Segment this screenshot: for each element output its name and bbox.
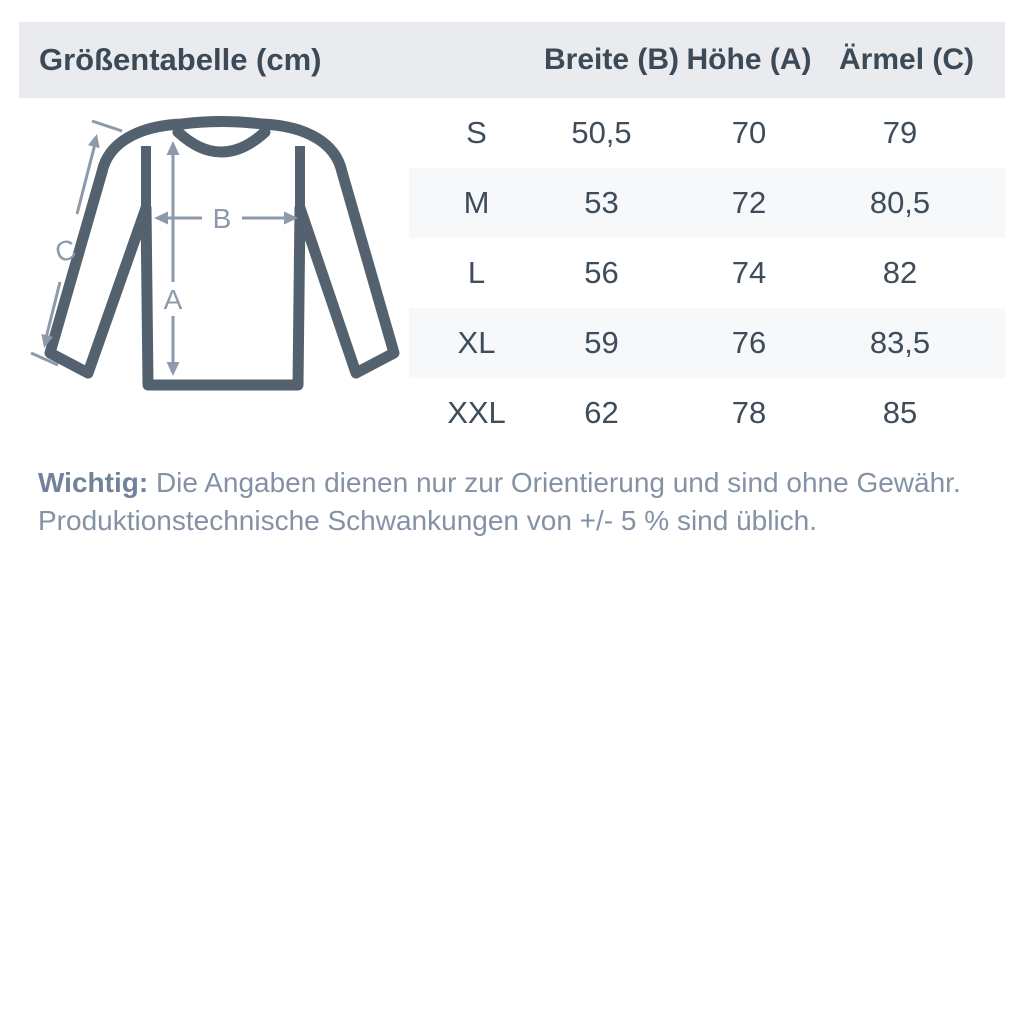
size-label: S (466, 115, 487, 150)
page-title: Größentabelle (cm) (39, 42, 322, 77)
aermel-value: 83,5 (839, 308, 1005, 378)
diagram-spacer-cell (19, 238, 409, 308)
breite-value: 50,5 (571, 115, 632, 150)
hoehe-value: 78 (731, 395, 767, 430)
column-header-breite: Breite (B) (544, 43, 680, 76)
disclaimer-note: Wichtig: Die Angaben dienen nur zur Orie… (38, 464, 1005, 540)
breite-value: 53 (544, 168, 659, 238)
aermel-value: 82 (882, 255, 918, 290)
breite-value: 59 (544, 308, 659, 378)
table-row-xl: XL 59 76 83,5 (19, 308, 1005, 378)
hoehe-value: 72 (659, 168, 839, 238)
size-label: M (409, 168, 544, 238)
disclaimer-line1: Die Angaben dienen nur zur Orientierung … (155, 467, 961, 498)
diagram-spacer-cell (19, 98, 409, 168)
hoehe-value: 70 (731, 115, 767, 150)
size-table-body: S 50,5 70 79 M 53 72 80,5 L 56 74 82 (19, 98, 1005, 448)
size-chart: Größentabelle (cm) Breite (B) Höhe (A) Ä… (19, 22, 1005, 540)
table-row-s: S 50,5 70 79 (19, 98, 1005, 168)
size-label: XL (409, 308, 544, 378)
table-row-m: M 53 72 80,5 (19, 168, 1005, 238)
size-chart-header: Größentabelle (cm) Breite (B) Höhe (A) Ä… (19, 22, 1005, 98)
aermel-value: 85 (882, 395, 918, 430)
disclaimer-label: Wichtig: (38, 467, 149, 498)
column-header-hoehe: Höhe (A) (686, 43, 812, 76)
size-label: L (467, 255, 486, 290)
breite-value: 56 (584, 255, 619, 290)
aermel-value: 80,5 (839, 168, 1005, 238)
table-row-xxl: XXL 62 78 85 (19, 378, 1005, 448)
aermel-value: 79 (882, 115, 918, 150)
disclaimer-line2: Produktionstechnische Schwankungen von +… (38, 505, 818, 536)
breite-value: 62 (584, 395, 619, 430)
hoehe-value: 74 (731, 255, 767, 290)
size-label: XXL (447, 395, 506, 430)
diagram-spacer-cell (19, 378, 409, 448)
diagram-spacer-cell (19, 308, 409, 378)
table-row-l: L 56 74 82 (19, 238, 1005, 308)
hoehe-value: 76 (659, 308, 839, 378)
diagram-spacer-cell (19, 168, 409, 238)
column-header-aermel: Ärmel (C) (839, 43, 975, 76)
